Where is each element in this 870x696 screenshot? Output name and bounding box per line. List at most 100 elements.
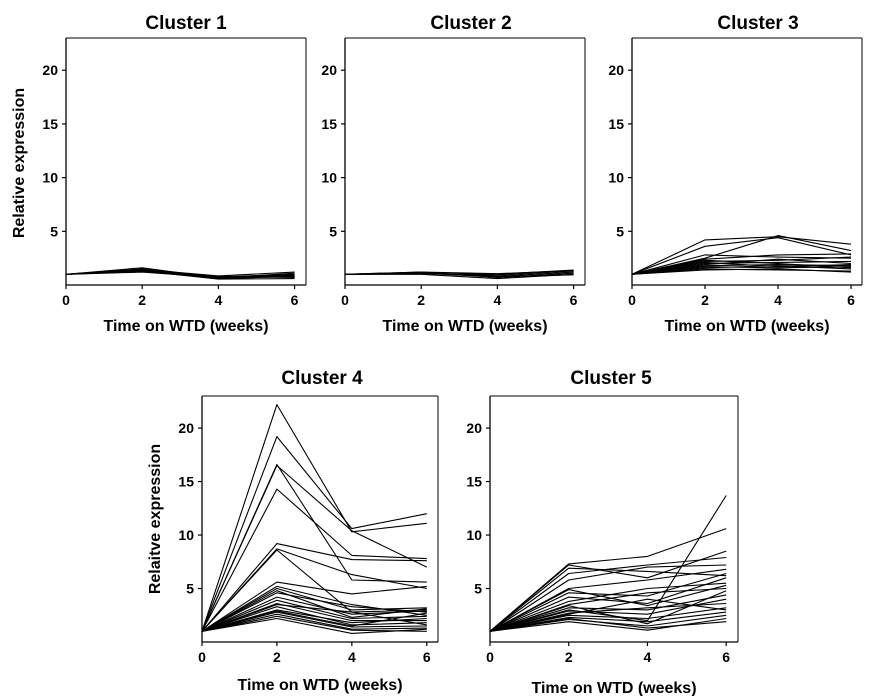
y-tick-label: 5: [186, 581, 194, 597]
cluster-panel-1: Cluster 1 0 2 4 6 5 10 15 20 Time on WTD (weeks) R…: [11, 13, 307, 335]
x-tick-label: 6: [423, 649, 431, 665]
x-tick-label: 0: [486, 649, 494, 665]
panel-title: Cluster 1: [145, 13, 227, 34]
cluster-panel-3: Cluster 3 0 2 4 6 5 10 15 20 Time on WTD (weeks): [608, 13, 863, 335]
x-axis-label: Time on WTD (weeks): [664, 318, 829, 335]
series-line: [489, 584, 727, 632]
y-tick-label: 5: [474, 581, 482, 597]
x-tick-label: 6: [847, 292, 855, 308]
x-tick-label: 4: [348, 649, 356, 665]
series-line: [201, 599, 427, 632]
series-line: [631, 254, 852, 275]
y-axis-label: Relaitve expression: [147, 444, 164, 594]
panel-title: Cluster 5: [570, 368, 652, 389]
series-line: [631, 268, 852, 275]
series-line: [201, 592, 427, 632]
series-line: [489, 567, 727, 632]
series-line: [201, 404, 427, 632]
series-lines: [201, 404, 428, 634]
y-tick-label: 5: [50, 223, 58, 239]
x-axis-label: Time on WTD (weeks): [531, 680, 696, 696]
y-tick-label: 10: [608, 170, 624, 186]
y-tick-label: 10: [178, 527, 194, 543]
plot-frame: [65, 37, 307, 286]
series-line: [65, 268, 295, 277]
x-tick-label: 4: [493, 292, 501, 308]
y-tick-label: 15: [42, 116, 58, 132]
y-tick-label: 10: [466, 527, 482, 543]
x-tick-label: 2: [417, 292, 425, 308]
y-tick-label: 15: [321, 116, 337, 132]
panel-title: Cluster 2: [430, 13, 511, 34]
x-tick-label: 0: [62, 292, 70, 308]
series-line: [489, 564, 727, 632]
series-line: [201, 604, 427, 632]
series-line: [489, 550, 727, 632]
x-axis-label: Time on WTD (weeks): [237, 677, 402, 694]
series-line: [201, 543, 427, 632]
x-tick-label: 2: [273, 649, 281, 665]
x-tick-label: 4: [214, 292, 222, 308]
panel-title: Cluster 3: [717, 13, 798, 34]
y-tick-label: 10: [42, 170, 58, 186]
series-line: [631, 237, 852, 275]
series-line: [489, 617, 727, 632]
series-line: [201, 464, 428, 632]
y-tick-label: 5: [329, 223, 337, 239]
series-line: [489, 598, 727, 632]
x-tick-label: 6: [291, 292, 299, 308]
series-line: [201, 590, 427, 632]
x-tick-label: 0: [198, 649, 206, 665]
x-tick-label: 2: [565, 649, 573, 665]
y-tick-label: 20: [466, 420, 482, 436]
plot-frame: [631, 37, 863, 286]
y-tick-label: 15: [178, 474, 194, 490]
series-line: [201, 617, 427, 634]
plot-frame: [489, 395, 739, 643]
series-line: [631, 259, 852, 275]
series-line: [201, 610, 427, 632]
series-lines: [489, 495, 727, 632]
plot-frame: [344, 37, 586, 286]
x-tick-label: 6: [570, 292, 578, 308]
series-line: [489, 594, 727, 632]
series-line: [201, 581, 427, 632]
y-tick-label: 5: [616, 223, 624, 239]
y-tick-label: 20: [178, 420, 194, 436]
x-axis-label: Time on WTD (weeks): [103, 318, 268, 335]
x-tick-label: 2: [701, 292, 709, 308]
cluster-panel-2: Cluster 2 0 2 4 6 5 10 15 20 Time on WTD (weeks): [321, 13, 586, 335]
series-lines: [65, 267, 295, 280]
series-line: [65, 271, 295, 279]
cluster-panel-4: Cluster 4 0 2 4 6 5 10 15 20 Time on WTD (weeks) R…: [147, 368, 439, 694]
series-line: [631, 236, 852, 275]
series-line: [344, 272, 574, 278]
x-tick-label: 0: [341, 292, 349, 308]
x-axis-label: Time on WTD (weeks): [382, 318, 547, 335]
series-line: [201, 613, 427, 632]
series-lines: [631, 235, 852, 275]
series-lines: [344, 269, 574, 280]
series-line: [201, 549, 427, 632]
y-tick-label: 15: [608, 116, 624, 132]
y-axis-label: Relative expression: [11, 88, 28, 238]
series-line: [489, 582, 727, 632]
plot-frame: [201, 395, 439, 643]
x-tick-label: 2: [138, 292, 146, 308]
cluster-panel-5: Cluster 5 0 2 4 6 5 10 15 20 Time on WTD (weeks): [466, 368, 739, 696]
panel-title: Cluster 4: [281, 368, 363, 389]
x-tick-label: 0: [628, 292, 636, 308]
y-tick-label: 20: [321, 62, 337, 78]
series-line: [201, 436, 427, 632]
y-tick-label: 10: [321, 170, 337, 186]
series-line: [489, 590, 727, 632]
series-line: [201, 488, 427, 632]
series-line: [201, 463, 427, 632]
y-tick-label: 15: [466, 474, 482, 490]
y-tick-label: 20: [608, 62, 624, 78]
y-tick-label: 20: [42, 62, 58, 78]
x-tick-label: 4: [644, 649, 652, 665]
x-tick-label: 4: [774, 292, 782, 308]
x-tick-label: 6: [722, 649, 730, 665]
